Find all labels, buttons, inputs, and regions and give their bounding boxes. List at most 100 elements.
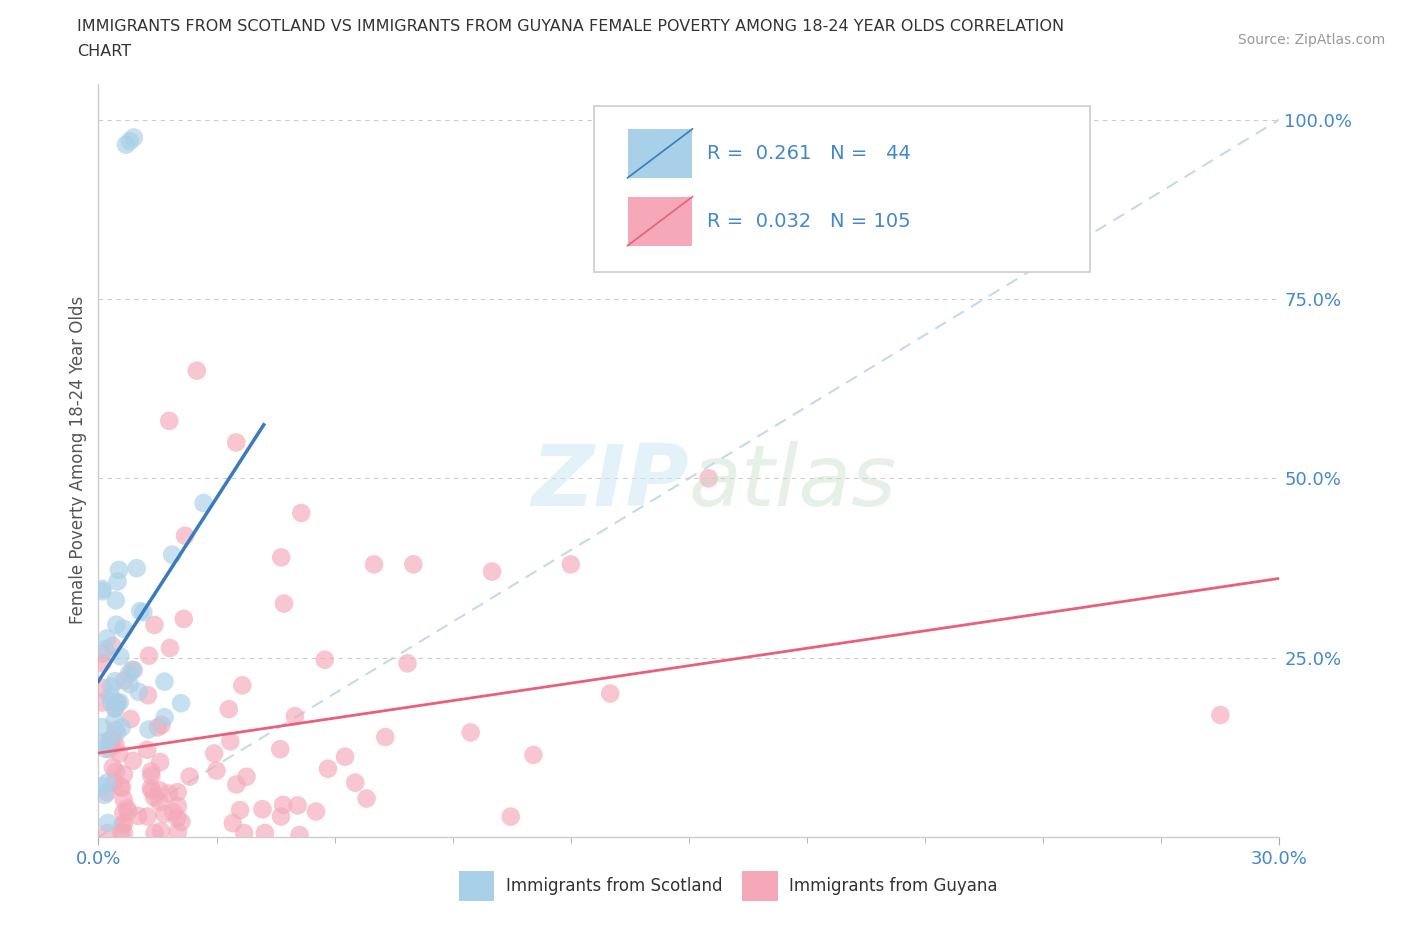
Point: [146, 720, 169, 735]
Point: [104, 593, 127, 608]
Point: [271, 798, 294, 813]
Point: [91, 736, 114, 751]
Point: [560, 557, 582, 572]
Point: [153, 710, 176, 724]
Point: [149, 795, 172, 810]
Point: [253, 826, 276, 841]
Point: [101, 639, 124, 654]
Point: [157, 786, 180, 801]
Point: [225, 435, 247, 450]
Point: [305, 804, 328, 819]
Point: [112, 621, 135, 636]
Text: CHART: CHART: [77, 44, 131, 59]
Point: [91, 656, 114, 671]
Point: [118, 677, 141, 692]
Bar: [627, 197, 693, 246]
Point: [363, 557, 385, 572]
Point: [170, 696, 193, 711]
Point: [179, 769, 201, 784]
Point: [103, 775, 125, 790]
Point: [101, 732, 124, 747]
Point: [122, 753, 145, 768]
Point: [157, 414, 180, 429]
Y-axis label: Female Poverty Among 18-24 Year Olds: Female Poverty Among 18-24 Year Olds: [69, 297, 87, 624]
Point: [138, 722, 160, 737]
Point: [284, 709, 307, 724]
Point: [107, 574, 129, 589]
Point: [97, 733, 120, 748]
Point: [150, 824, 173, 839]
Point: [105, 764, 128, 779]
Point: [104, 737, 127, 752]
Point: [122, 663, 145, 678]
Point: [128, 684, 150, 699]
Point: [396, 656, 419, 671]
Point: [125, 561, 148, 576]
Point: [117, 804, 139, 819]
Point: [112, 805, 135, 820]
Point: [136, 809, 159, 824]
Point: [356, 791, 378, 806]
Point: [91, 584, 114, 599]
Point: [118, 667, 141, 682]
Point: [290, 506, 312, 521]
Point: [112, 817, 135, 831]
Point: [108, 695, 131, 710]
Point: [93, 788, 115, 803]
Point: [148, 783, 170, 798]
Point: [139, 780, 162, 795]
Point: [166, 785, 188, 800]
Point: [229, 803, 252, 817]
Point: [166, 811, 188, 826]
Point: [173, 611, 195, 626]
Point: [270, 550, 292, 565]
Text: Immigrants from Scotland: Immigrants from Scotland: [506, 877, 723, 895]
Text: R =  0.261   N =   44: R = 0.261 N = 44: [707, 144, 911, 164]
Point: [94, 642, 117, 657]
Point: [402, 557, 425, 572]
Point: [121, 662, 143, 677]
Point: [599, 686, 621, 701]
Point: [697, 471, 720, 485]
Point: [105, 696, 128, 711]
Point: [91, 695, 114, 710]
Point: [100, 689, 122, 704]
Point: [222, 816, 245, 830]
Point: [314, 652, 336, 667]
Point: [105, 724, 128, 739]
Point: [108, 746, 131, 761]
Point: [153, 674, 176, 689]
Point: [104, 700, 127, 715]
Point: [273, 596, 295, 611]
Point: [235, 769, 257, 784]
Point: [143, 790, 166, 805]
Point: [138, 648, 160, 663]
Point: [344, 776, 367, 790]
Point: [170, 815, 193, 830]
Point: [186, 364, 208, 379]
Point: [231, 678, 253, 693]
Point: [174, 528, 197, 543]
Point: [481, 565, 503, 579]
Point: [162, 804, 184, 819]
Point: [112, 791, 135, 806]
Point: [110, 825, 132, 840]
Point: [252, 802, 274, 817]
Point: [129, 604, 152, 618]
Point: [94, 741, 117, 756]
Point: [460, 725, 482, 740]
Point: [167, 799, 190, 814]
Point: [205, 764, 228, 778]
Point: [374, 729, 396, 744]
Point: [110, 649, 132, 664]
Point: [112, 826, 135, 841]
Text: Immigrants from Guyana: Immigrants from Guyana: [789, 877, 998, 895]
Point: [270, 809, 292, 824]
Bar: [742, 870, 778, 901]
Point: [150, 717, 173, 732]
Point: [104, 723, 127, 737]
Point: [225, 777, 247, 792]
Point: [104, 673, 127, 688]
Point: [96, 775, 118, 790]
Point: [219, 734, 242, 749]
